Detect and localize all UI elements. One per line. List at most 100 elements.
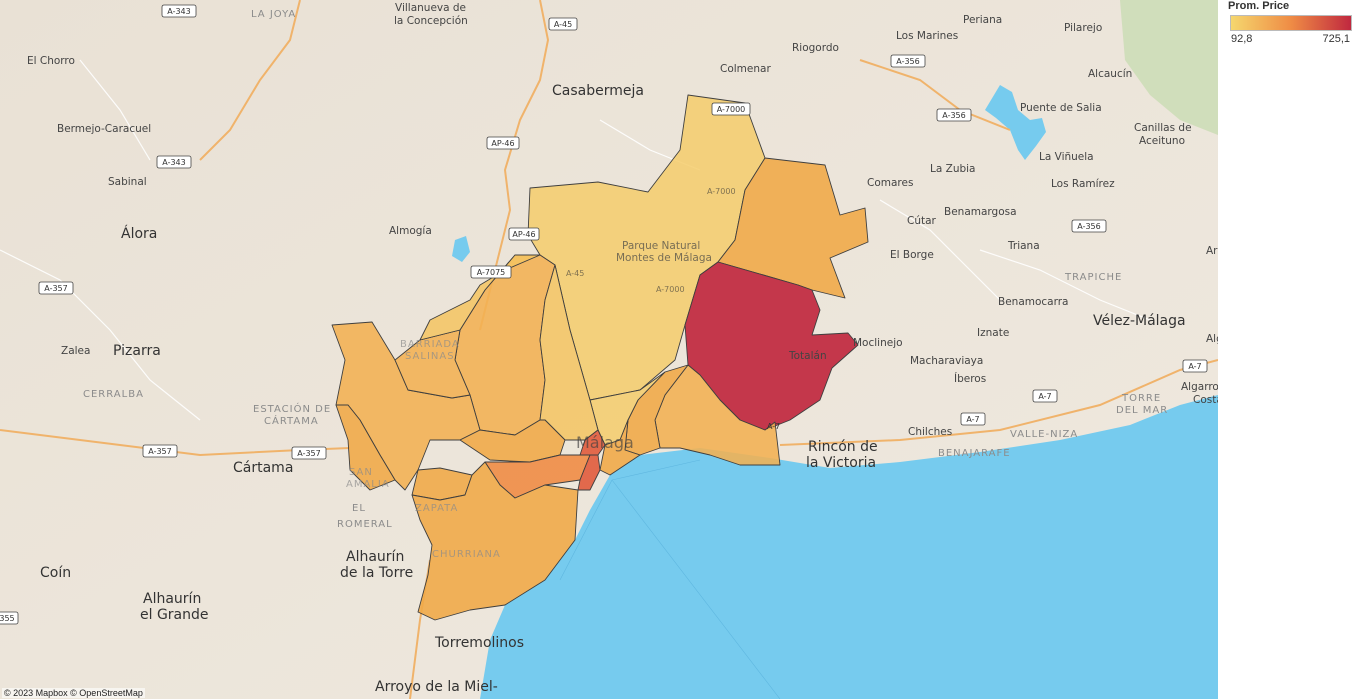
svg-text:Íberos: Íberos — [954, 372, 986, 385]
svg-text:Colmenar: Colmenar — [720, 63, 771, 75]
svg-text:CHURRIANA: CHURRIANA — [432, 549, 501, 560]
svg-text:A-7000: A-7000 — [717, 105, 746, 114]
svg-text:CERRALBA: CERRALBA — [83, 389, 144, 400]
label-rincon-1: Rincón de — [808, 439, 878, 455]
svg-text:A-343: A-343 — [167, 7, 190, 16]
svg-text:Alcaucín: Alcaucín — [1088, 68, 1132, 80]
svg-text:Totalán: Totalán — [788, 350, 827, 362]
sea — [480, 395, 1218, 699]
svg-text:BARRIADA: BARRIADA — [400, 339, 460, 350]
svg-text:VALLE-NIZA: VALLE-NIZA — [1010, 429, 1078, 440]
svg-text:La Zubia: La Zubia — [930, 163, 976, 175]
reservoir-guadalhorce — [452, 236, 470, 262]
district-overlay-labels: A-7000 A-7000 A-45 A-7 — [566, 187, 780, 431]
svg-text:A-343: A-343 — [162, 158, 185, 167]
minor-roads — [0, 59, 1151, 421]
label-malaga: Málaga — [576, 433, 634, 452]
district-olias[interactable] — [717, 157, 869, 299]
map-canvas[interactable]: A-343 A-343 A-45 AP-46 AP-46 A-7000 A-35… — [0, 0, 1218, 699]
svg-text:A-357: A-357 — [44, 284, 67, 293]
svg-text:A-7000: A-7000 — [707, 187, 736, 196]
svg-text:Periana: Periana — [963, 14, 1002, 26]
svg-text:A-7: A-7 — [1038, 392, 1051, 401]
svg-text:Benamocarra: Benamocarra — [998, 296, 1069, 308]
area-labels: LA JOYA CERRALBA ESTACIÓN DE CÁRTAMA EL … — [83, 9, 1168, 560]
forest-area — [1120, 0, 1218, 135]
svg-text:Comares: Comares — [867, 177, 913, 189]
svg-text:A-356: A-356 — [896, 57, 919, 66]
svg-text:Alg: Alg — [1206, 333, 1218, 345]
svg-text:TRAPICHE: TRAPICHE — [1064, 272, 1122, 283]
place-labels: Casabermeja Álora Pizarra Cártama Alhaur… — [27, 2, 1218, 695]
svg-text:ROMERAL: ROMERAL — [337, 519, 393, 530]
svg-text:El Chorro: El Chorro — [27, 55, 75, 67]
svg-text:A-7: A-7 — [966, 415, 979, 424]
label-velez: Vélez-Málaga — [1093, 313, 1186, 329]
svg-text:Puente de Salia: Puente de Salia — [1020, 102, 1102, 114]
district-center-east[interactable] — [599, 419, 641, 476]
district-cartama-edge[interactable] — [335, 404, 396, 491]
district-totalan[interactable] — [684, 261, 859, 431]
svg-text:Parque Natural: Parque Natural — [622, 240, 700, 252]
svg-text:Chilches: Chilches — [908, 426, 952, 438]
label-casabermeja: Casabermeja — [552, 83, 644, 99]
svg-text:Moclinejo: Moclinejo — [853, 337, 903, 349]
svg-text:Villanueva de: Villanueva de — [395, 2, 466, 14]
svg-text:AP-46: AP-46 — [512, 230, 535, 239]
label-pizarra: Pizarra — [113, 343, 161, 359]
svg-text:A-356: A-356 — [1077, 222, 1100, 231]
svg-text:Canillas de: Canillas de — [1134, 122, 1192, 134]
svg-text:Los Marines: Los Marines — [896, 30, 958, 42]
label-coin: Coín — [40, 565, 71, 581]
svg-text:AP-46: AP-46 — [491, 139, 514, 148]
svg-text:A-357: A-357 — [148, 447, 171, 456]
svg-text:TORRE: TORRE — [1121, 393, 1161, 404]
svg-text:A-7: A-7 — [1188, 362, 1201, 371]
svg-text:Aceituno: Aceituno — [1139, 135, 1185, 147]
legend-title: Prom. Price — [1228, 0, 1290, 12]
legend-max-label: 725,1 — [1322, 33, 1350, 45]
svg-text:Triana: Triana — [1007, 240, 1040, 252]
svg-text:A-7000: A-7000 — [656, 285, 685, 294]
label-rincon-2: la Victoria — [806, 455, 876, 471]
svg-text:Zalea: Zalea — [61, 345, 90, 357]
svg-text:A-357: A-357 — [297, 449, 320, 458]
svg-text:Pilarejo: Pilarejo — [1064, 22, 1102, 34]
svg-text:BENAJARAFE: BENAJARAFE — [938, 448, 1011, 459]
label-arroyo: Arroyo de la Miel- — [375, 679, 498, 695]
label-alhaurin-torre-2: de la Torre — [340, 565, 413, 581]
svg-text:El Borge: El Borge — [890, 249, 934, 261]
reservoir-vinuela — [985, 85, 1046, 160]
svg-text:A-45: A-45 — [566, 269, 584, 278]
svg-text:ZAPATA: ZAPATA — [415, 503, 458, 514]
svg-text:La Viñuela: La Viñuela — [1039, 151, 1094, 163]
svg-text:DEL MAR: DEL MAR — [1116, 405, 1168, 416]
district-centro-2[interactable] — [577, 454, 601, 491]
legend-gradient-bar — [1230, 15, 1352, 31]
svg-text:Almogía: Almogía — [389, 225, 432, 237]
label-torremolinos: Torremolinos — [434, 635, 524, 651]
svg-text:ESTACIÓN DE: ESTACIÓN DE — [253, 402, 331, 415]
district-churriana[interactable] — [411, 461, 579, 621]
svg-text:Macharaviaya: Macharaviaya — [910, 355, 983, 367]
svg-text:SAN: SAN — [349, 467, 373, 478]
svg-text:Ar: Ar — [1206, 245, 1218, 257]
label-alhaurin-grande-2: el Grande — [140, 607, 209, 623]
label-cartama: Cártama — [233, 460, 293, 476]
svg-text:Sabinal: Sabinal — [108, 176, 147, 188]
map-attribution[interactable]: © 2023 Mapbox © OpenStreetMap — [2, 688, 145, 698]
sea-lines — [559, 459, 781, 699]
svg-text:Benamargosa: Benamargosa — [944, 206, 1017, 218]
svg-text:Bermejo-Caracuel: Bermejo-Caracuel — [57, 123, 151, 135]
district-carretera-cadiz[interactable] — [459, 419, 566, 463]
label-alora: Álora — [121, 225, 157, 242]
svg-text:Algarro: Algarro — [1181, 381, 1218, 393]
district-polygons[interactable] — [331, 94, 869, 621]
svg-text:A-356: A-356 — [942, 111, 965, 120]
svg-text:Montes de Málaga: Montes de Málaga — [616, 252, 712, 264]
svg-text:AMALIA: AMALIA — [346, 479, 390, 490]
svg-text:Costa: Costa — [1193, 394, 1218, 406]
svg-text:A-7075: A-7075 — [477, 268, 506, 277]
svg-text:355: 355 — [0, 614, 15, 623]
svg-text:CÁRTAMA: CÁRTAMA — [264, 414, 319, 427]
